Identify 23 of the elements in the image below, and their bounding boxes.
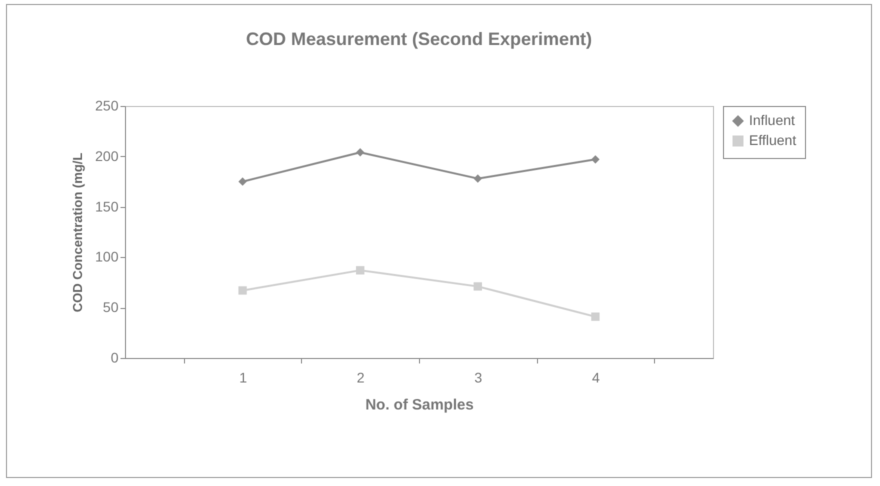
x-tick-label: 1	[239, 370, 248, 386]
x-axis-title: No. of Samples	[365, 396, 474, 414]
y-tick-label: 100	[95, 248, 119, 265]
chart-title: COD Measurement (Second Experiment)	[246, 29, 592, 49]
point	[356, 148, 364, 157]
x-tick-label: 4	[592, 370, 600, 386]
y-tick-label: 250	[95, 98, 119, 114]
y-tick-label: 200	[95, 148, 119, 164]
y-tick-label: 50	[102, 299, 119, 316]
point	[474, 282, 482, 291]
x-tick-label: 3	[474, 370, 482, 386]
y-axis-title: COD Concentration (mg/L	[70, 152, 86, 312]
point	[238, 286, 247, 295]
legend-label: Influent	[749, 112, 796, 128]
point	[591, 155, 600, 164]
point	[591, 312, 600, 321]
x-tick-label: 2	[356, 370, 365, 386]
point	[356, 266, 364, 274]
y-tick-label: 0	[110, 350, 119, 366]
point	[474, 174, 482, 183]
legend-label: Effluent	[749, 132, 796, 148]
point	[238, 177, 247, 186]
y-tick-label: 150	[95, 198, 119, 214]
